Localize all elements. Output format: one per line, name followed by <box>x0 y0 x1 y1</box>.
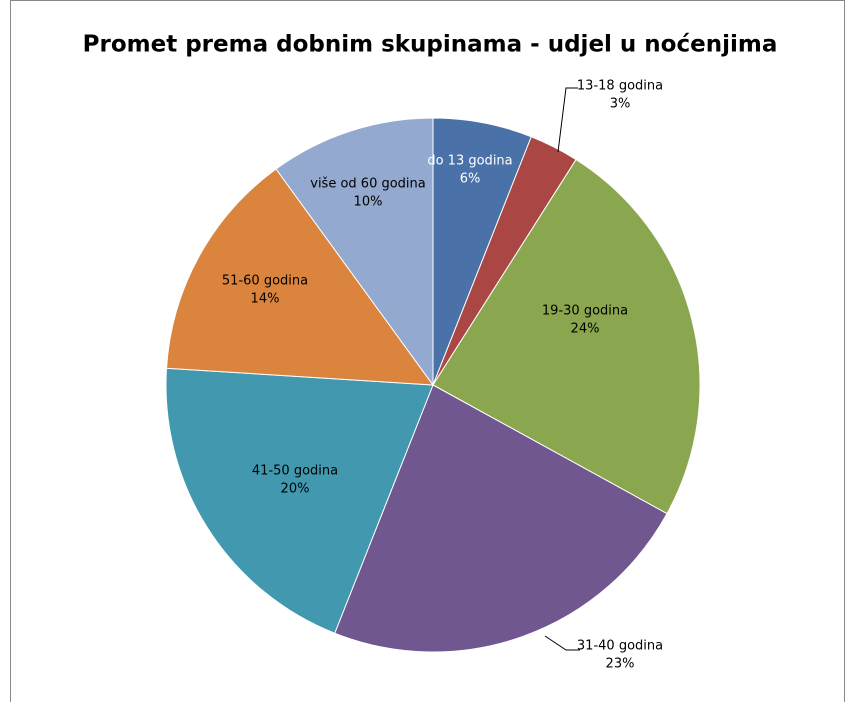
slice-label: 19-30 godina <box>542 304 628 319</box>
pie-slice <box>275 117 434 387</box>
value-label: 14% <box>251 292 280 307</box>
pie-slice <box>432 158 701 515</box>
slice-label: 31-40 godina <box>577 639 663 654</box>
value-label: 6% <box>460 172 481 187</box>
slice-label: do 13 godina <box>427 154 512 169</box>
pie-slice <box>165 168 435 386</box>
pie-slice <box>334 384 668 653</box>
value-label: 3% <box>610 97 631 112</box>
slice-label: 13-18 godina <box>577 79 663 94</box>
slice-label: 51-60 godina <box>222 274 308 289</box>
value-label: 23% <box>606 657 635 672</box>
value-label: 10% <box>354 195 383 210</box>
slice-label: 41-50 godina <box>252 464 338 479</box>
leader-line <box>557 87 578 153</box>
slice-label: više od 60 godina <box>310 177 426 192</box>
chart-title: Promet prema dobnim skupinama - udjel u … <box>83 32 778 58</box>
pie-slice <box>165 367 434 634</box>
value-label: 20% <box>281 482 310 497</box>
leader-line <box>544 635 580 651</box>
value-label: 24% <box>571 322 600 337</box>
